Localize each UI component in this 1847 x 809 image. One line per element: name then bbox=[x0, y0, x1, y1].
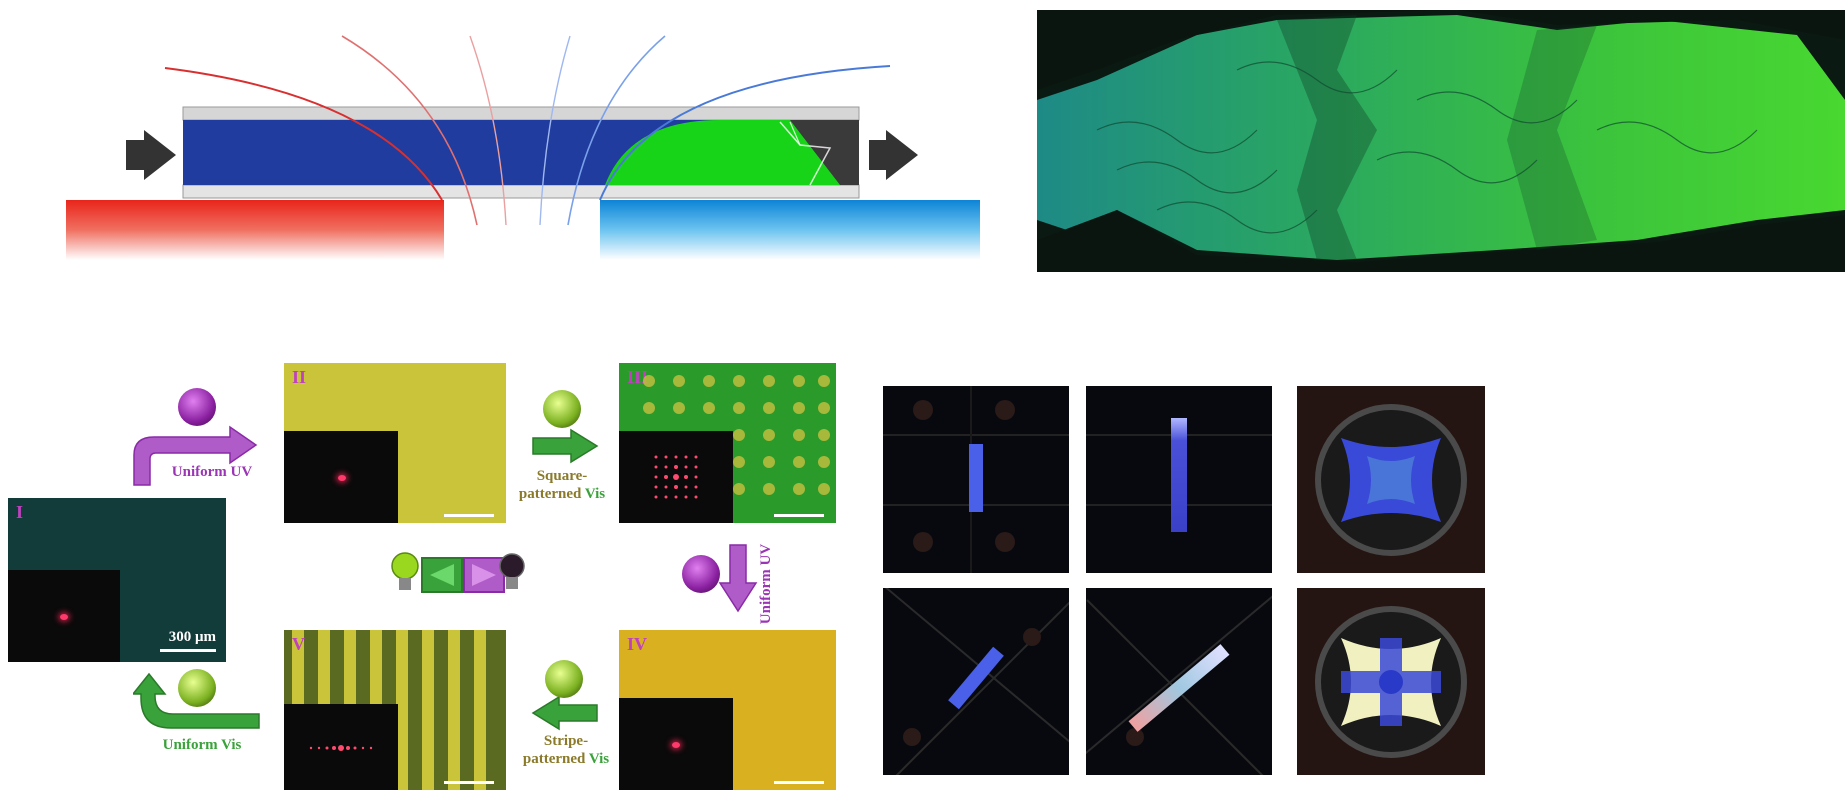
panel-v: V bbox=[284, 630, 506, 790]
power-vis-icon bbox=[545, 660, 583, 698]
panel-i: I 300 μm bbox=[8, 498, 226, 662]
uniform-vis-label: Uniform Vis bbox=[162, 737, 242, 753]
diffraction-inset bbox=[284, 431, 398, 523]
lc-sample bbox=[969, 444, 983, 512]
uniform-uv-down-arrow bbox=[718, 544, 758, 613]
scale-bar bbox=[160, 649, 216, 652]
scale-bar bbox=[444, 514, 494, 517]
photo-1 bbox=[883, 386, 1069, 573]
glass-top bbox=[182, 106, 860, 121]
power-uv-icon bbox=[682, 555, 720, 593]
photo-3 bbox=[1297, 386, 1485, 573]
uniform-uv-label-2: Uniform UV bbox=[758, 543, 774, 625]
blue-electrode bbox=[600, 200, 980, 260]
photo-4 bbox=[883, 588, 1069, 775]
flow-arrow-left bbox=[126, 130, 176, 180]
panel-iii-label: III bbox=[627, 367, 649, 387]
red-electrode bbox=[66, 200, 444, 260]
photo-5 bbox=[1086, 588, 1272, 775]
diffraction-inset bbox=[284, 704, 398, 790]
panel-ii: II bbox=[284, 363, 506, 523]
panel-iii: III bbox=[619, 363, 836, 523]
diffraction-inset bbox=[619, 431, 733, 523]
bulb-green-icon bbox=[391, 552, 419, 590]
flow-arrow-right bbox=[869, 130, 918, 180]
panel-i-label: I bbox=[16, 502, 24, 522]
cross-sample-blue bbox=[1341, 438, 1441, 522]
photo-2 bbox=[1086, 386, 1272, 573]
stripe-patterned-label: Stripe- patterned Vis bbox=[522, 733, 610, 767]
lc-green-region bbox=[605, 120, 840, 185]
square-pattern bbox=[643, 375, 830, 495]
scale-bar-label: 300 μm bbox=[168, 629, 216, 645]
uniform-vis-arrow bbox=[133, 672, 260, 729]
diffraction-inset bbox=[8, 570, 120, 662]
stripe-vis-arrow bbox=[531, 695, 598, 731]
diffraction-inset bbox=[619, 698, 733, 790]
scale-bar bbox=[444, 781, 494, 784]
square-vis-arrow bbox=[532, 428, 599, 464]
panel-v-label: V bbox=[292, 634, 305, 654]
toggle-controls bbox=[391, 552, 525, 593]
panel-iv: IV bbox=[619, 630, 836, 790]
bulb-dark-icon bbox=[499, 553, 525, 589]
square-patterned-label: Square- patterned Vis bbox=[518, 468, 606, 502]
uniform-uv-arrow bbox=[133, 425, 258, 486]
play-right-icon bbox=[463, 557, 505, 593]
uniform-uv-label-1: Uniform UV bbox=[171, 464, 253, 480]
scale-bar bbox=[774, 781, 824, 784]
scale-bar bbox=[774, 514, 824, 517]
power-uv-icon bbox=[178, 388, 216, 426]
panel-iv-label: IV bbox=[627, 634, 648, 654]
cell-schematic bbox=[66, 35, 980, 260]
lc-sample bbox=[1171, 418, 1187, 532]
panel-ii-label: II bbox=[292, 367, 307, 387]
microscope-image bbox=[1037, 10, 1845, 272]
play-left-icon bbox=[421, 557, 463, 593]
glass-bottom bbox=[182, 184, 860, 199]
cross-sample-white bbox=[1341, 638, 1441, 726]
power-vis-icon bbox=[178, 669, 216, 707]
photo-6 bbox=[1297, 588, 1485, 775]
power-vis-icon bbox=[543, 390, 581, 428]
